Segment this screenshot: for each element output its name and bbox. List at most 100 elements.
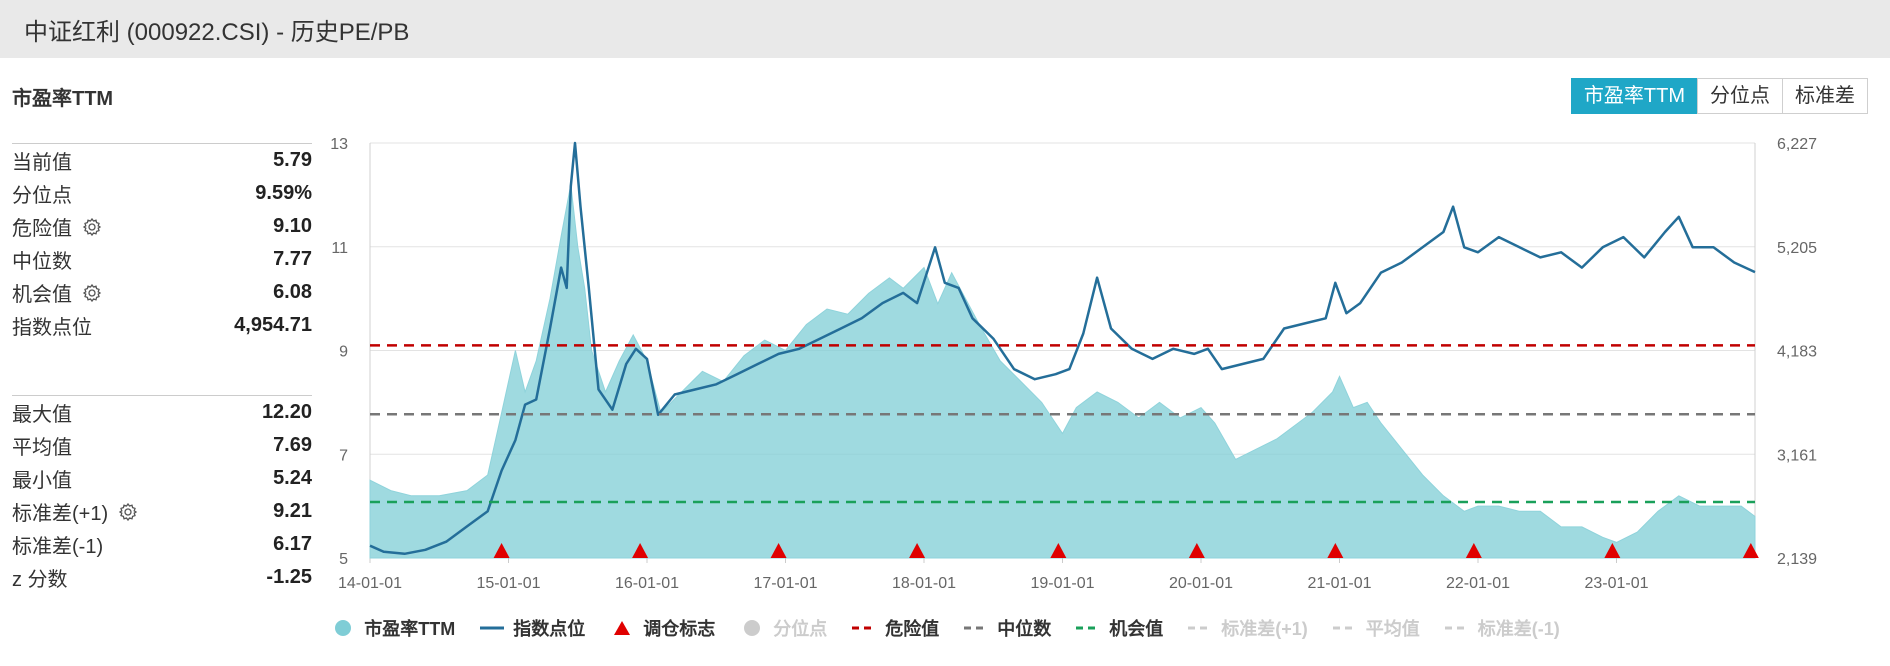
legend-dash-icon	[964, 626, 989, 630]
pe-ttm-area	[369, 184, 1756, 559]
legend-label: 中位数	[997, 619, 1052, 639]
legend-dash-icon	[1188, 626, 1213, 630]
legend-item[interactable]: 平均值	[1332, 615, 1420, 641]
gear-icon[interactable]	[118, 502, 138, 522]
legend-line-icon	[480, 626, 505, 630]
stat-label-text: 当前值	[12, 152, 72, 174]
legend-label: 标准差(+1)	[1221, 619, 1308, 639]
stat-value: 4,954.71	[234, 314, 312, 336]
y-right-tick-label: 2,139	[1777, 551, 1817, 568]
legend-label: 分位点	[773, 619, 828, 639]
stat-label-text: 机会值	[12, 284, 72, 306]
legend-label: 市盈率TTM	[364, 619, 456, 639]
y-left-tick-label: 9	[339, 344, 348, 361]
legend-item[interactable]: 危险值	[851, 615, 939, 641]
y-right-tick-label: 4,183	[1777, 344, 1817, 361]
legend-label: 调仓标志	[643, 619, 716, 639]
stat-row: 中位数 7.77	[12, 243, 312, 276]
y-right-tick-label: 3,161	[1777, 447, 1817, 464]
stat-label: 危险值	[12, 212, 102, 241]
x-tick-label: 21-01-01	[1307, 575, 1371, 592]
rebalance-marker	[770, 543, 787, 558]
stat-row: 最大值 12.20	[12, 396, 312, 429]
x-tick-label: 14-01-01	[338, 575, 402, 592]
legend-item[interactable]: 指数点位	[479, 615, 585, 641]
index-level-line	[369, 141, 1756, 556]
legend-circle-icon	[744, 620, 761, 636]
stat-row: 当前值 5.79	[12, 144, 312, 177]
stat-value: 5.24	[273, 467, 312, 489]
pe-chart: 5 7 9 11 13 2,139 3,161 4,183 5,205 6,227 14-01-01…	[330, 136, 1817, 592]
legend-item[interactable]: 分位点	[739, 615, 827, 641]
stat-label-text: 标准差(+1)	[12, 503, 109, 525]
legend-label: 标准差(-1)	[1477, 619, 1560, 639]
gear-icon[interactable]	[82, 217, 102, 237]
legend-dash-icon	[1332, 626, 1357, 630]
legend-item[interactable]: 中位数	[963, 615, 1051, 641]
stat-value: 7.77	[273, 248, 312, 270]
legend-item[interactable]: 标准差(-1)	[1444, 615, 1560, 641]
stat-label-text: 最小值	[12, 470, 72, 492]
legend-item[interactable]: 市盈率TTM	[330, 615, 455, 641]
stat-label: 当前值	[12, 146, 72, 175]
stat-label: 分位点	[12, 179, 72, 208]
stat-row: 指数点位 4,954.71	[12, 309, 312, 342]
stat-value: 5.79	[273, 149, 312, 171]
x-tick-label: 23-01-01	[1584, 575, 1648, 592]
stat-label: 标准差(+1)	[12, 497, 138, 526]
stat-label-text: 最大值	[12, 404, 72, 426]
stat-label: z 分数	[12, 563, 68, 592]
stat-row: 分位点 9.59%	[12, 177, 312, 210]
legend-label: 平均值	[1365, 619, 1420, 639]
stddev-button[interactable]: 标准差	[1782, 78, 1868, 114]
metric-toggle-group: 市盈率TTM 分位点 标准差	[1570, 78, 1868, 114]
stat-row: 机会值 6.08	[12, 276, 312, 309]
stat-label: 机会值	[12, 278, 102, 307]
stat-value: -1.25	[266, 566, 312, 588]
stat-value: 9.10	[273, 215, 312, 237]
stat-label-text: 中位数	[12, 251, 72, 273]
stat-row: 标准差(+1) 9.21	[12, 495, 312, 528]
stat-label: 最小值	[12, 464, 72, 493]
rebalance-marker	[493, 543, 510, 558]
legend-item[interactable]: 标准差(+1)	[1187, 615, 1308, 641]
rebalance-marker	[1465, 543, 1482, 558]
x-tick-label: 17-01-01	[753, 575, 817, 592]
stat-label: 最大值	[12, 398, 72, 427]
stat-label-text: 标准差(-1)	[12, 536, 104, 558]
legend-item[interactable]: 调仓标志	[609, 615, 715, 641]
stat-label-text: 指数点位	[12, 317, 92, 339]
y-left-tick-label: 5	[339, 551, 348, 568]
stat-value: 7.69	[273, 434, 312, 456]
stat-label: 平均值	[12, 431, 72, 460]
stat-label: 中位数	[12, 245, 72, 274]
chart-card: 市盈率TTM 市盈率TTM 分位点 标准差 当前值 5.79 分位点 9.59% 危险值…	[0, 58, 1890, 666]
rebalance-marker	[1742, 543, 1759, 558]
legend-dash-icon	[1076, 626, 1101, 630]
stat-value: 9.59%	[255, 182, 312, 204]
x-tick-label: 18-01-01	[892, 575, 956, 592]
x-tick-label: 20-01-01	[1169, 575, 1233, 592]
legend-label: 机会值	[1109, 619, 1164, 639]
x-tick-label: 15-01-01	[476, 575, 540, 592]
page-title: 中证红利 (000922.CSI) - 历史PE/PB	[24, 19, 410, 46]
gear-icon[interactable]	[82, 283, 102, 303]
stat-label-text: z 分数	[12, 569, 68, 591]
rebalance-marker	[1327, 543, 1344, 558]
rebalance-marker	[632, 543, 649, 558]
stat-value: 12.20	[261, 401, 312, 423]
rebalance-marker	[1604, 543, 1621, 558]
section-title: 市盈率TTM	[12, 88, 114, 110]
stat-label-text: 危险值	[12, 218, 72, 240]
stat-value: 6.17	[273, 533, 312, 555]
header-bar: 中证红利 (000922.CSI) - 历史PE/PB	[0, 0, 1890, 58]
x-tick-label: 22-01-01	[1446, 575, 1510, 592]
rebalance-marker	[1188, 543, 1205, 558]
legend-item[interactable]: 机会值	[1075, 615, 1163, 641]
stat-label: 指数点位	[12, 311, 92, 340]
legend-circle-icon	[335, 620, 352, 636]
stat-row: 平均值 7.69	[12, 429, 312, 462]
x-tick-label: 19-01-01	[1030, 575, 1094, 592]
chart-legend: 市盈率TTM 指数点位 调仓标志 分位点 危险值 中位数 机会值 标准差(+1) 平均值 标准差(…	[0, 611, 1890, 645]
legend-triangle-icon	[614, 621, 631, 635]
